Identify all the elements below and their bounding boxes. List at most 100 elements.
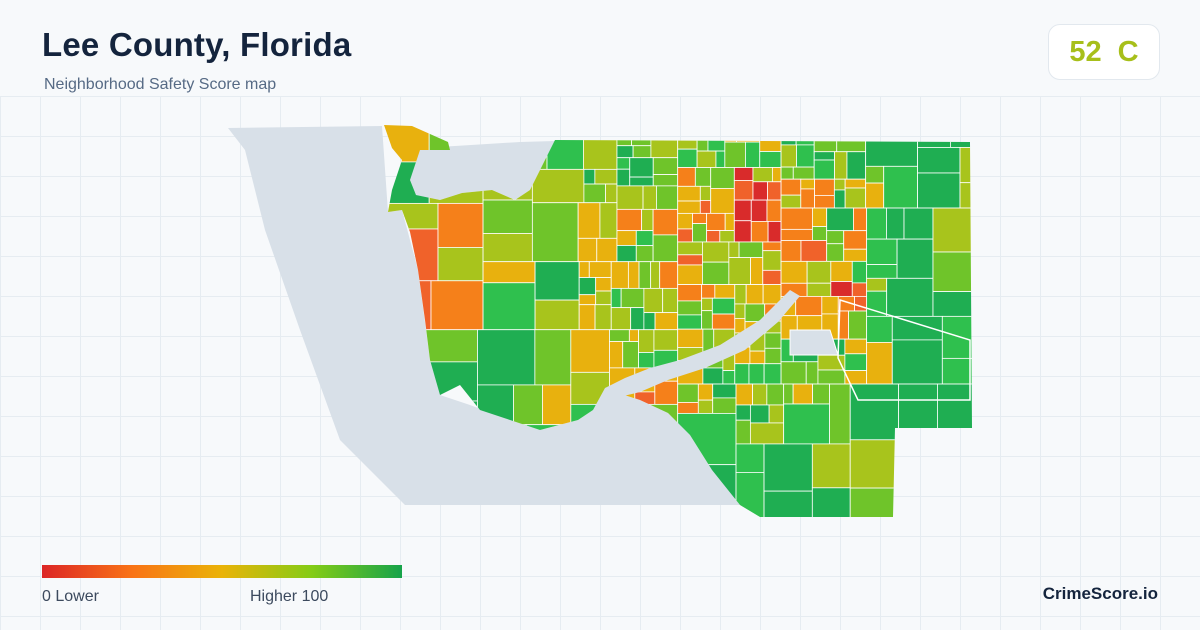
neighborhood-tract[interactable] <box>959 182 980 209</box>
neighborhood-tract[interactable] <box>711 313 736 330</box>
neighborhood-tract[interactable] <box>420 329 478 363</box>
neighborhood-tract[interactable] <box>844 178 867 189</box>
neighborhood-tract[interactable] <box>693 120 715 136</box>
neighborhood-tract[interactable] <box>710 167 735 189</box>
neighborhood-tract[interactable] <box>866 290 888 317</box>
neighborhood-tract[interactable] <box>701 284 716 299</box>
neighborhood-tract[interactable] <box>534 261 580 301</box>
neighborhood-tract[interactable] <box>702 367 724 385</box>
neighborhood-tract[interactable] <box>891 339 943 385</box>
neighborhood-tract[interactable] <box>813 151 835 161</box>
neighborhood-tract[interactable] <box>650 120 679 139</box>
neighborhood-tract[interactable] <box>722 370 736 385</box>
neighborhood-tract[interactable] <box>616 120 632 147</box>
neighborhood-tract[interactable] <box>932 291 980 317</box>
neighborhood-tract[interactable] <box>707 134 726 152</box>
neighborhood-tract[interactable] <box>654 380 679 405</box>
neighborhood-tract[interactable] <box>677 254 703 266</box>
neighborhood-tract[interactable] <box>734 363 750 385</box>
neighborhood-tract[interactable] <box>578 304 596 331</box>
neighborhood-tract[interactable] <box>641 208 654 232</box>
neighborhood-tract[interactable] <box>736 120 761 143</box>
neighborhood-tract[interactable] <box>843 248 868 262</box>
neighborhood-tract[interactable] <box>830 260 853 282</box>
neighborhood-tract[interactable] <box>583 183 606 204</box>
neighborhood-tract[interactable] <box>677 134 698 150</box>
neighborhood-tract[interactable] <box>734 284 747 305</box>
neighborhood-tract[interactable] <box>780 178 802 196</box>
neighborhood-tract[interactable] <box>941 439 980 474</box>
neighborhood-tract[interactable] <box>851 282 868 297</box>
neighborhood-tract[interactable] <box>735 383 753 406</box>
neighborhood-tract[interactable] <box>578 261 590 278</box>
neighborhood-tract[interactable] <box>762 250 782 271</box>
neighborhood-tract[interactable] <box>752 181 768 201</box>
neighborhood-tract[interactable] <box>714 284 736 299</box>
neighborhood-tract[interactable] <box>836 120 867 135</box>
neighborhood-tract[interactable] <box>595 290 612 306</box>
neighborhood-tract[interactable] <box>826 207 854 232</box>
neighborhood-tract[interactable] <box>811 487 851 520</box>
neighborhood-tract[interactable] <box>762 284 782 305</box>
neighborhood-tract[interactable] <box>780 120 797 146</box>
neighborhood-tract[interactable] <box>677 402 699 414</box>
neighborhood-tract[interactable] <box>629 157 654 178</box>
neighborhood-tract[interactable] <box>638 352 655 369</box>
neighborhood-tract[interactable] <box>616 245 637 263</box>
neighborhood-tract[interactable] <box>622 341 639 369</box>
neighborhood-tract[interactable] <box>768 404 785 424</box>
neighborhood-tract[interactable] <box>866 342 893 385</box>
neighborhood-tract[interactable] <box>844 370 868 385</box>
neighborhood-tract[interactable] <box>866 207 887 240</box>
neighborhood-tract[interactable] <box>677 241 703 256</box>
neighborhood-tract[interactable] <box>759 120 782 140</box>
neighborhood-tract[interactable] <box>733 180 754 201</box>
neighborhood-tract[interactable] <box>800 240 828 262</box>
neighborhood-tract[interactable] <box>677 200 701 214</box>
neighborhood-tract[interactable] <box>430 280 484 331</box>
neighborhood-tract[interactable] <box>853 207 868 232</box>
neighborhood-tract[interactable] <box>865 165 885 184</box>
neighborhood-tract[interactable] <box>677 383 699 403</box>
neighborhood-tract[interactable] <box>706 230 721 243</box>
neighborhood-tract[interactable] <box>677 314 703 330</box>
neighborhood-tract[interactable] <box>792 166 815 180</box>
neighborhood-tract[interactable] <box>694 167 712 187</box>
neighborhood-tract[interactable] <box>821 295 839 315</box>
neighborhood-tract[interactable] <box>697 383 714 401</box>
neighborhood-tract[interactable] <box>813 159 835 180</box>
neighborhood-tract[interactable] <box>813 120 838 138</box>
neighborhood-tract[interactable] <box>749 404 770 424</box>
neighborhood-tract[interactable] <box>898 474 943 520</box>
neighborhood-tract[interactable] <box>616 185 644 210</box>
neighborhood-tract[interactable] <box>937 383 980 441</box>
neighborhood-tract[interactable] <box>662 287 679 314</box>
neighborhood-tract[interactable] <box>851 260 868 284</box>
neighborhood-tract[interactable] <box>752 167 773 183</box>
neighborhood-tract[interactable] <box>610 261 629 289</box>
neighborhood-tract[interactable] <box>866 315 893 343</box>
neighborhood-tract[interactable] <box>766 383 785 406</box>
neighborhood-tract[interactable] <box>735 443 765 473</box>
neighborhood-tract[interactable] <box>865 182 885 209</box>
neighborhood-tract[interactable] <box>677 167 696 187</box>
neighborhood-tract[interactable] <box>866 277 888 292</box>
neighborhood-tract[interactable] <box>652 234 679 263</box>
neighborhood-tract[interactable] <box>780 228 813 241</box>
neighborhood-tract[interactable] <box>609 341 624 369</box>
neighborhood-tract[interactable] <box>477 329 536 386</box>
neighborhood-tract[interactable] <box>759 151 782 168</box>
neighborhood-tract[interactable] <box>759 139 782 152</box>
neighborhood-tract[interactable] <box>941 357 980 385</box>
neighborhood-tract[interactable] <box>701 310 713 330</box>
neighborhood-tract[interactable] <box>677 212 693 230</box>
neighborhood-tract[interactable] <box>696 150 717 168</box>
neighborhood-tract[interactable] <box>959 147 980 184</box>
neighborhood-tract[interactable] <box>806 282 832 297</box>
neighborhood-tract[interactable] <box>677 328 704 348</box>
neighborhood-tract[interactable] <box>577 237 598 263</box>
neighborhood-tract[interactable] <box>437 247 484 282</box>
neighborhood-tract[interactable] <box>534 329 572 386</box>
neighborhood-tract[interactable] <box>710 188 735 214</box>
